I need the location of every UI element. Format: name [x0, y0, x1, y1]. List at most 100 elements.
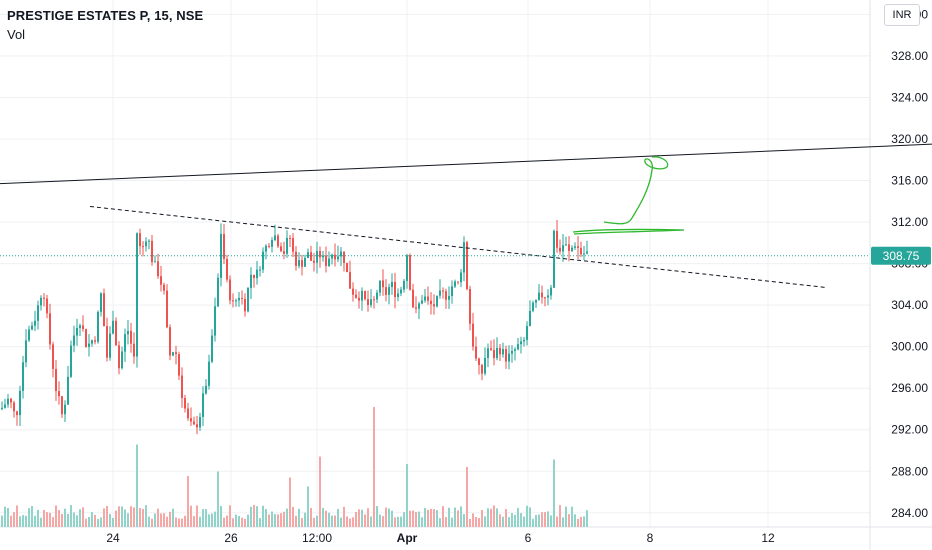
candle-body	[424, 296, 426, 301]
candle-body	[238, 297, 240, 301]
candle-body	[157, 261, 159, 277]
candle-body	[433, 304, 435, 307]
candle-body	[244, 298, 246, 312]
volume-bar	[352, 517, 354, 527]
volume-bar	[115, 510, 117, 527]
volume-bar	[205, 509, 207, 527]
candle-body	[541, 292, 543, 298]
volume-bar	[565, 506, 567, 527]
candle-body	[103, 293, 105, 327]
candle-body	[445, 291, 447, 300]
candle-body	[505, 349, 507, 362]
volume-bar	[208, 514, 210, 527]
y-tick-label: 284.00	[891, 506, 928, 520]
candle-body	[583, 253, 585, 255]
volume-bar	[502, 516, 504, 527]
candle-body	[571, 247, 573, 251]
volume-bar	[334, 515, 336, 527]
volume-bar	[517, 508, 519, 527]
x-tick-label: 8	[647, 531, 654, 545]
candles-group	[1, 219, 588, 435]
volume-bar	[481, 510, 483, 527]
volume-bar	[403, 512, 405, 527]
x-tick-label: 12:00	[302, 531, 332, 545]
candle-body	[349, 272, 351, 289]
candle-body	[46, 298, 48, 314]
candle-body	[145, 241, 147, 247]
candle-body	[421, 300, 423, 304]
volume-bar	[175, 517, 177, 527]
candle-body	[577, 246, 579, 248]
candle-body	[520, 341, 522, 345]
volume-bar	[235, 514, 237, 527]
candle-body	[28, 329, 30, 341]
volume-bar	[439, 518, 441, 527]
volume-bar	[46, 512, 48, 527]
volume-bar	[37, 509, 39, 527]
candle-body	[364, 290, 366, 300]
volume-bar	[568, 514, 570, 527]
candle-body	[358, 297, 360, 301]
candle-body	[313, 260, 315, 263]
candle-body	[307, 252, 309, 258]
volume-bar	[400, 516, 402, 527]
currency-selector[interactable]: INR	[884, 4, 920, 26]
volume-bar	[85, 518, 87, 527]
candle-body	[454, 281, 456, 287]
volume-bar	[376, 506, 378, 527]
candle-body	[229, 279, 231, 301]
volume-bar	[130, 506, 132, 527]
candle-body	[184, 398, 186, 409]
volume-bar	[187, 476, 189, 527]
candle-body	[277, 235, 279, 247]
candle-body	[343, 251, 345, 263]
volume-bar	[322, 507, 324, 527]
candle-body	[214, 306, 216, 336]
volume-bar	[523, 516, 525, 527]
candle-body	[160, 276, 162, 285]
volume-bar	[100, 517, 102, 527]
volume-bar	[112, 518, 114, 527]
x-tick-label: 24	[106, 531, 120, 545]
volume-bar	[91, 512, 93, 527]
volume-bar	[406, 464, 408, 527]
candle-body	[493, 349, 495, 359]
volume-bar	[43, 509, 45, 527]
candle-body	[586, 251, 588, 254]
volume-bar	[109, 513, 111, 527]
volume-bar	[58, 510, 60, 527]
candle-body	[463, 242, 465, 273]
volume-bar	[325, 510, 327, 527]
candle-body	[301, 260, 303, 267]
candle-body	[481, 365, 483, 374]
resistance-trendline	[0, 143, 932, 185]
volume-bar	[1, 515, 3, 527]
volume-bar	[487, 508, 489, 527]
candle-body	[430, 300, 432, 305]
volume-bar	[409, 510, 411, 527]
volume-bar	[337, 508, 339, 527]
volume-bar	[223, 517, 225, 527]
candle-body	[499, 347, 501, 355]
volume-bar	[475, 516, 477, 527]
y-tick-label: 288.00	[891, 464, 928, 478]
volume-bar	[445, 517, 447, 527]
candle-body	[370, 299, 372, 306]
candle-body	[550, 287, 552, 296]
volume-bar	[106, 505, 108, 527]
volume-bar	[271, 511, 273, 527]
volume-bar	[88, 516, 90, 527]
volume-bar	[310, 507, 312, 527]
volume-bar	[292, 506, 294, 527]
candle-body	[148, 240, 150, 242]
candle-body	[355, 294, 357, 298]
volume-bar	[280, 513, 282, 527]
volume-bar	[268, 514, 270, 527]
candle-body	[508, 353, 510, 362]
volume-bar	[217, 471, 219, 527]
candle-body	[55, 368, 57, 392]
volume-bar	[472, 513, 474, 527]
volume-bar	[166, 516, 168, 527]
